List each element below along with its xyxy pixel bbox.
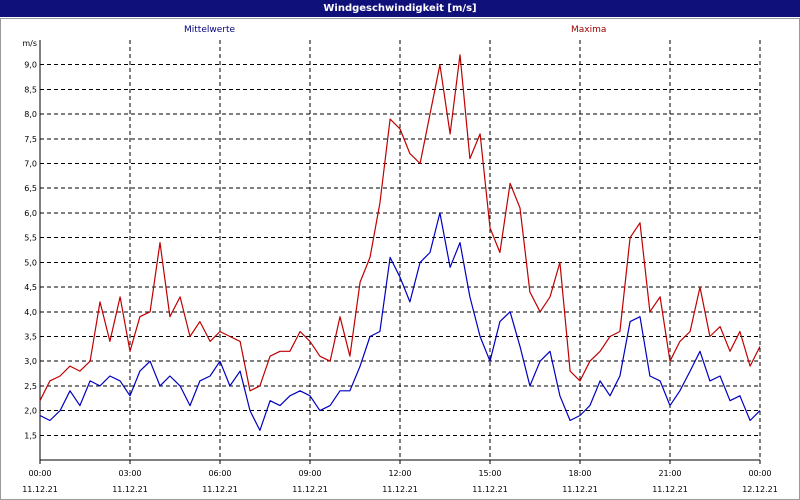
x-tick-date: 11.12.21 [292,485,328,494]
x-tick-date: 11.12.21 [472,485,508,494]
y-tick-label: 3,5 [24,332,37,341]
y-tick-label: 4,0 [24,308,37,317]
y-tick-label: 7,0 [24,160,37,169]
y-tick-label: 4,5 [24,283,37,292]
y-tick-label: 6,5 [24,184,37,193]
x-tick-time: 12:00 [388,469,411,478]
x-tick-time: 00:00 [28,469,51,478]
y-tick-label: 7,5 [24,135,37,144]
x-tick-time: 06:00 [208,469,231,478]
chart-title: Windgeschwindigkeit [m/s] [0,0,800,18]
y-tick-label: 2,5 [24,382,37,391]
y-tick-label: 5,0 [24,258,37,267]
y-tick-label: 8,5 [24,85,37,94]
y-tick-label: 9,0 [24,61,37,70]
y-tick-label: 6,0 [24,209,37,218]
series-line-mittelwerte [39,212,761,431]
y-tick-label: 1,5 [24,431,37,440]
y-tick-label: 3,0 [24,357,37,366]
y-axis-label: m/s [22,39,37,48]
x-tick-time: 00:00 [748,469,771,478]
x-tick-date: 11.12.21 [382,485,418,494]
x-tick-date: 11.12.21 [202,485,238,494]
legend-mittelwerte: Mittelwerte [184,25,236,35]
x-tick-time: 09:00 [298,469,321,478]
y-tick-label: 5,5 [24,234,37,243]
x-tick-date: 11.12.21 [652,485,688,494]
x-tick-time: 15:00 [478,469,501,478]
x-tick-date: 11.12.21 [562,485,598,494]
legend-maxima: Maxima [571,25,607,35]
x-tick-date: 11.12.21 [112,485,148,494]
series-line-maxima [39,54,761,401]
x-tick-time: 21:00 [658,469,681,478]
x-tick-date: 11.12.21 [22,485,58,494]
y-tick-label: 8,0 [24,110,37,119]
x-tick-date: 12.12.21 [742,485,778,494]
y-tick-label: 2,0 [24,407,37,416]
x-tick-time: 18:00 [568,469,591,478]
x-tick-time: 03:00 [118,469,141,478]
